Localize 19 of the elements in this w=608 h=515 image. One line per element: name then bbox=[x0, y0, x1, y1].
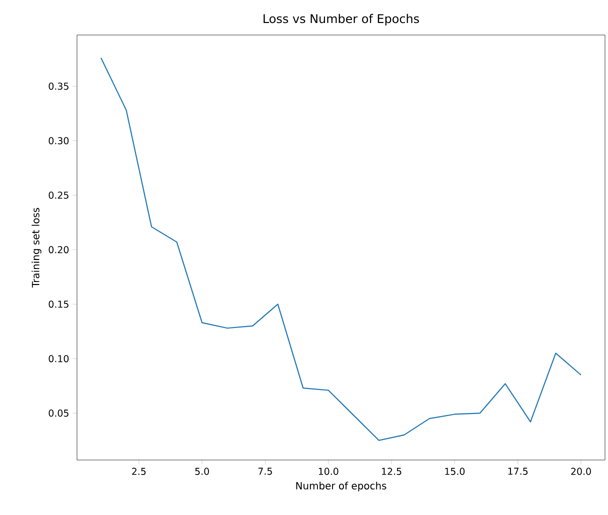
y-tick-label: 0.20 bbox=[48, 246, 69, 254]
x-tick-label: 7.5 bbox=[258, 468, 272, 475]
y-tick-label: 0.25 bbox=[48, 192, 68, 199]
x-axis-title: Number of epochs bbox=[296, 482, 386, 492]
x-tick-label: 10.0 bbox=[318, 468, 338, 475]
y-tick-label: 0.15 bbox=[48, 300, 68, 308]
x-tick-label: 20.0 bbox=[571, 468, 591, 475]
y-tick-label: 0.30 bbox=[48, 137, 69, 144]
x-tick-label: 5.0 bbox=[195, 468, 209, 475]
y-tick-label: 0.05 bbox=[48, 410, 68, 417]
chart-title: Loss vs Number of Epochs bbox=[264, 14, 419, 26]
y-tick-label: 0.10 bbox=[48, 355, 69, 362]
y-axis-title: Training set loss bbox=[32, 208, 42, 288]
x-tick-label: 2.5 bbox=[132, 468, 146, 475]
y-tick-label: 0.35 bbox=[48, 82, 68, 90]
x-tick-label: 15.0 bbox=[445, 468, 465, 475]
x-tick-label: 12.5 bbox=[382, 468, 402, 475]
x-tick-label: 17.5 bbox=[508, 468, 528, 475]
line-series bbox=[100, 57, 582, 441]
